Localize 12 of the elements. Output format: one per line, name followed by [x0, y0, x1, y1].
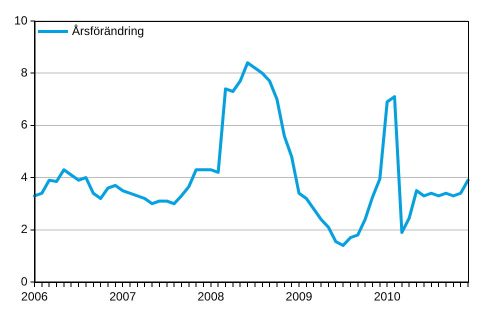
x-tick-label: 2009	[286, 290, 313, 304]
y-tick-label: 10	[14, 13, 28, 28]
y-tick-label: 4	[20, 170, 28, 184]
x-tick-label: 2010	[374, 290, 401, 304]
x-tick-label: 2006	[21, 290, 48, 304]
y-tick-label: 6	[20, 118, 28, 132]
x-tick-label: 2007	[109, 290, 136, 304]
y-tick-label: 2	[20, 222, 28, 236]
legend-label: Årsförändring	[72, 24, 144, 38]
y-tick-label: 0	[20, 274, 28, 288]
y-tick-label: 8	[20, 66, 28, 80]
x-tick-label: 2008	[197, 290, 225, 304]
